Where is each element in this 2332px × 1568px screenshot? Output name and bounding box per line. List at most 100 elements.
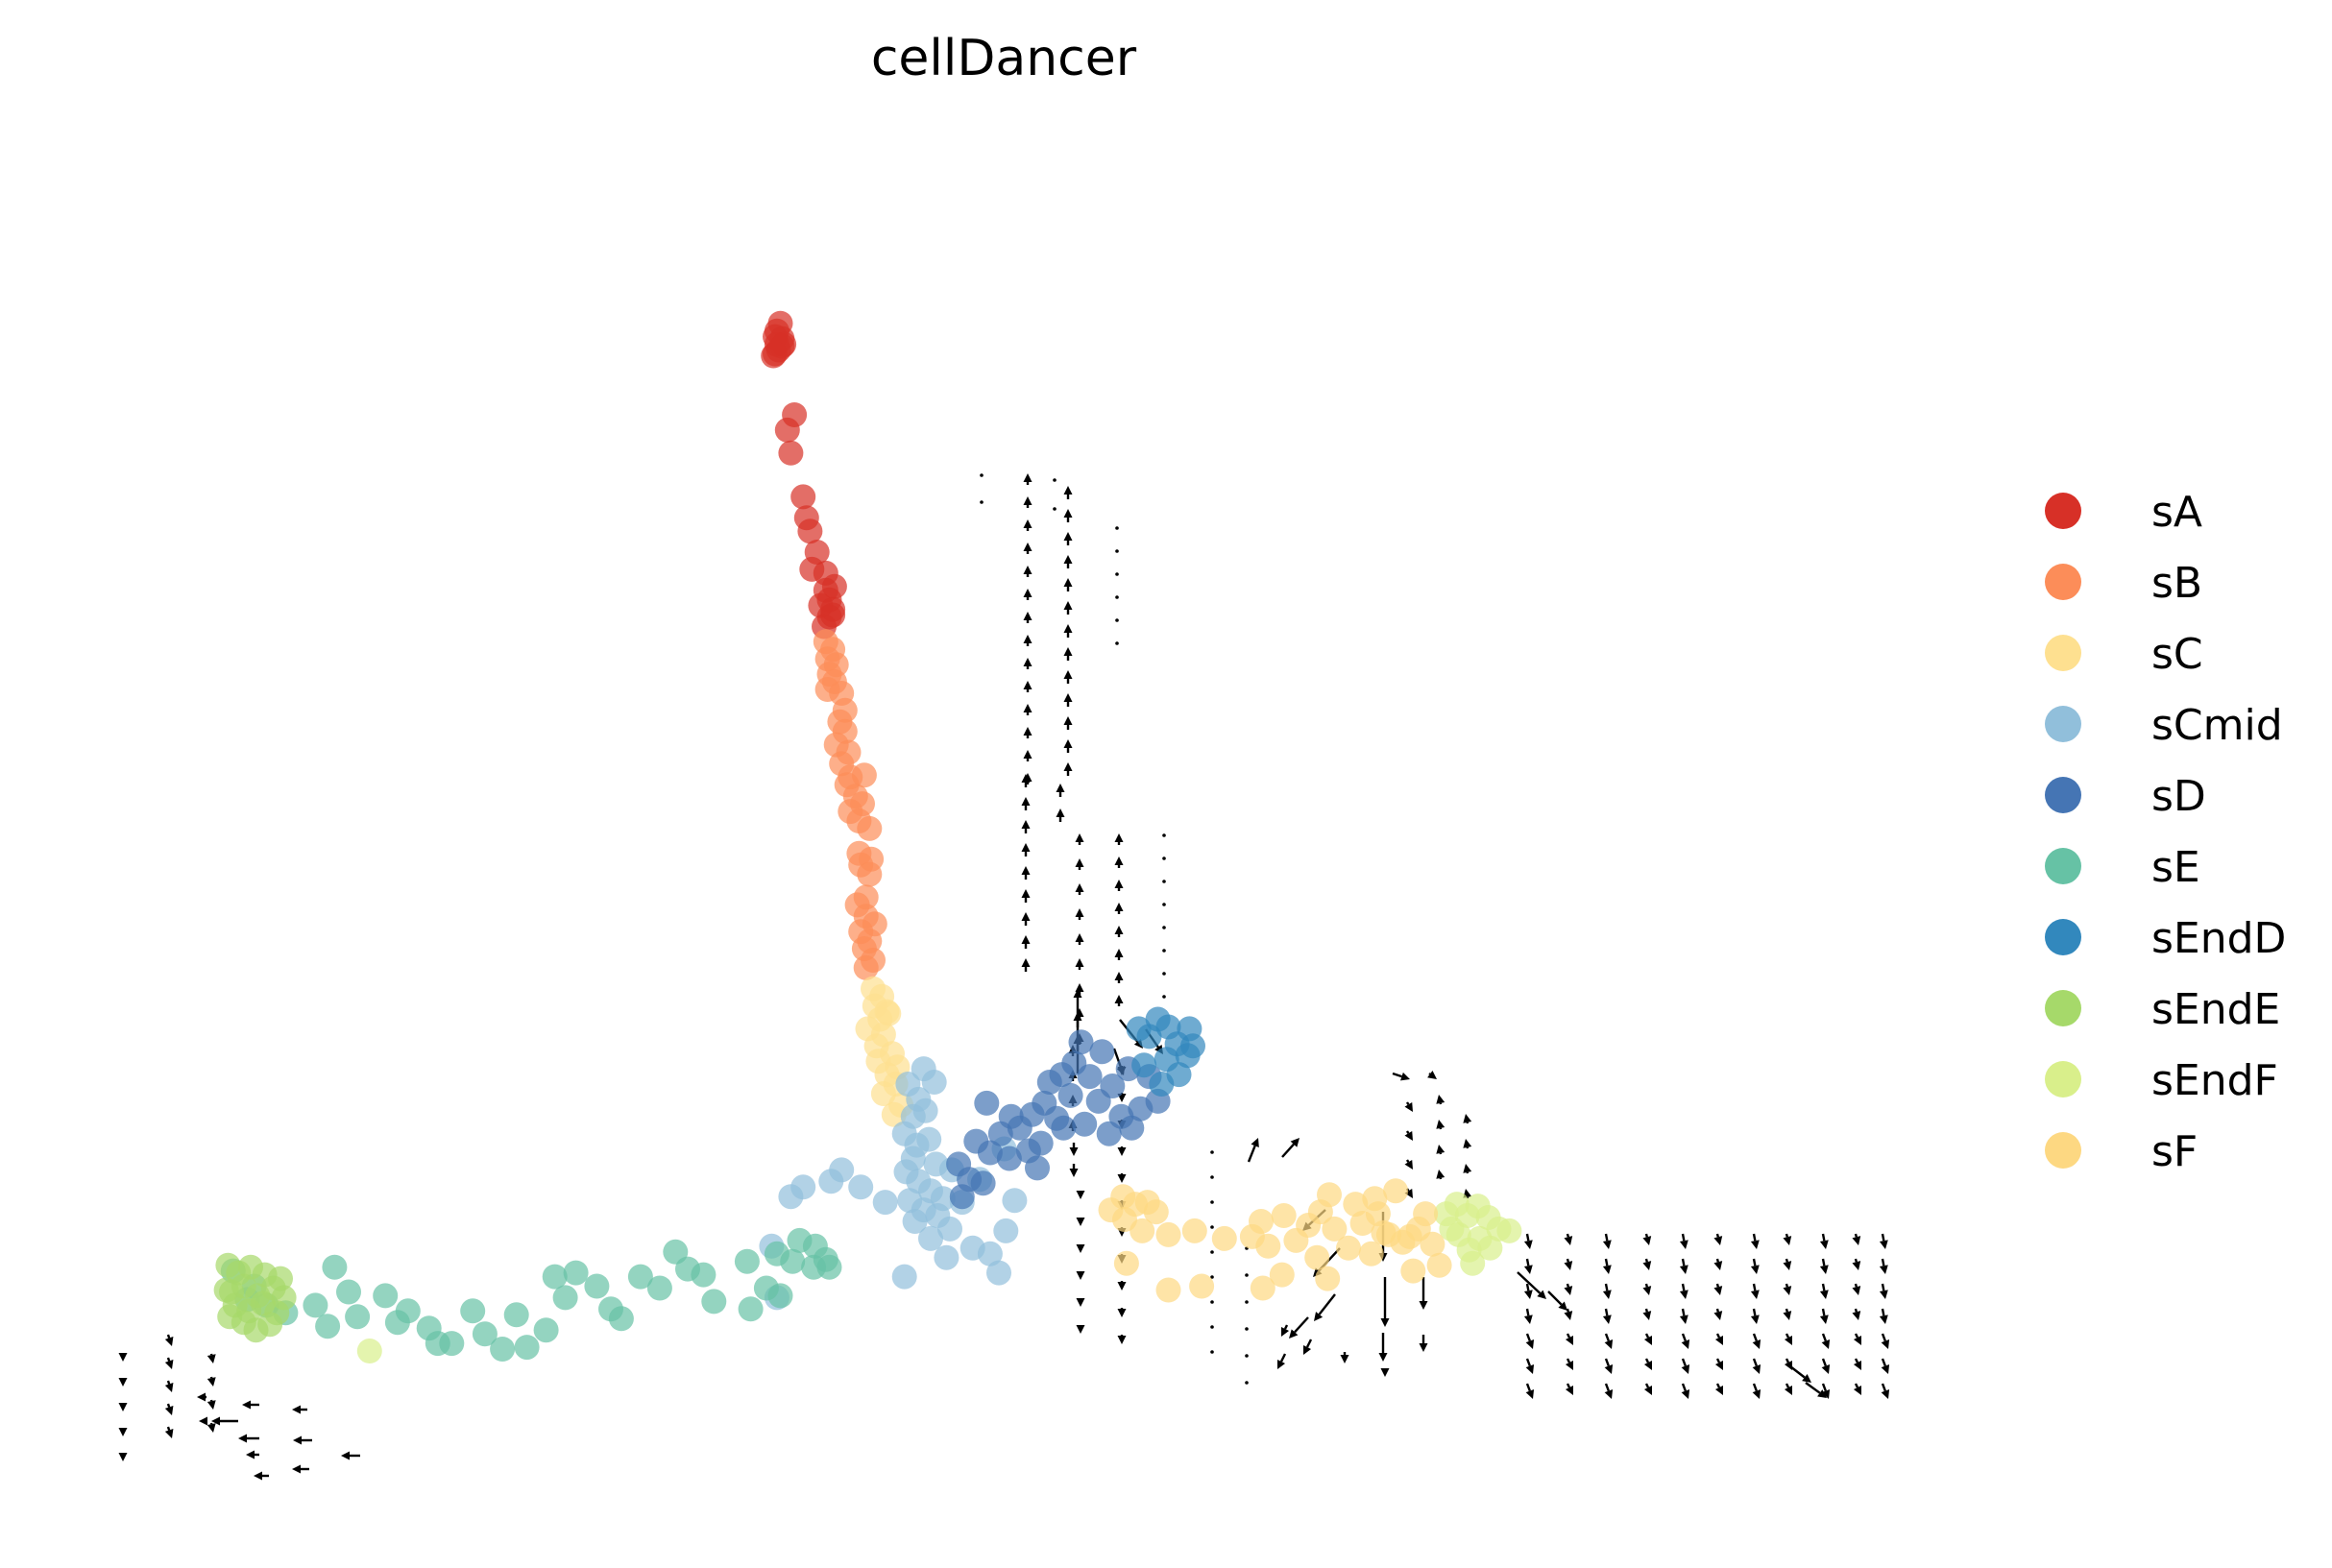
velocity-arrow (1162, 949, 1166, 953)
velocity-arrow (1642, 1283, 1652, 1295)
velocity-arrow (1021, 866, 1031, 880)
legend-swatch (2045, 493, 2081, 529)
cell-point (1057, 1082, 1083, 1108)
cell-point (1496, 1218, 1522, 1243)
velocity-arrow (199, 1416, 207, 1426)
velocity-arrow (1210, 1250, 1214, 1254)
cell-point (257, 1312, 283, 1338)
series-sD (946, 1029, 1171, 1210)
velocity-arrow (1063, 555, 1073, 568)
velocity-arrow (1378, 1333, 1388, 1362)
velocity-arrow (1525, 1358, 1535, 1374)
cell-point (1100, 1073, 1126, 1098)
legend-entry-sEndF: sEndF (2045, 1056, 2278, 1105)
velocity-arrow (1879, 1258, 1888, 1274)
cell-point (1180, 1033, 1205, 1059)
velocity-arrow (1021, 774, 1031, 787)
cell-point (563, 1260, 589, 1286)
velocity-arrow (1063, 762, 1073, 776)
velocity-arrow (1602, 1233, 1612, 1249)
velocity-arrow (1565, 1383, 1573, 1395)
velocity-arrow (1023, 589, 1032, 600)
velocity-arrow (1063, 693, 1073, 707)
cell-point (1119, 1115, 1145, 1141)
velocity-arrow (1114, 856, 1124, 868)
velocity-arrow (1852, 1233, 1861, 1245)
legend-label: sF (2151, 1127, 2198, 1176)
cell-point (1317, 1182, 1342, 1208)
velocity-arrow (1380, 1368, 1390, 1377)
velocity-arrow (1821, 1333, 1831, 1349)
velocity-arrow (206, 1422, 216, 1433)
cell-point (1028, 1130, 1054, 1156)
velocity-arrow (238, 1434, 259, 1443)
velocity-arrow (1340, 1352, 1349, 1363)
velocity-arrow (1056, 808, 1065, 822)
velocity-arrow (1681, 1333, 1690, 1349)
legend-label: sEndD (2151, 914, 2286, 963)
velocity-arrow (118, 1378, 128, 1387)
velocity-arrow (1679, 1308, 1688, 1324)
velocity-arrow (246, 1450, 259, 1459)
velocity-arrow (164, 1380, 174, 1392)
velocity-arrow (341, 1451, 360, 1460)
cell-point (734, 1248, 760, 1274)
velocity-arrow (1117, 1281, 1127, 1291)
velocity-arrow (980, 500, 984, 504)
velocity-arrow (164, 1403, 174, 1415)
cell-point (818, 1169, 844, 1194)
velocity-arrow (1819, 1258, 1829, 1274)
velocity-arrow (1879, 1233, 1888, 1249)
velocity-arrow (1075, 933, 1084, 945)
velocity-arrow (1463, 1139, 1472, 1149)
cell-point (1477, 1235, 1503, 1261)
velocity-arrow (1076, 1271, 1085, 1280)
velocity-arrow (1783, 1258, 1792, 1270)
cell-point (738, 1296, 764, 1322)
velocity-arrow (1023, 750, 1032, 761)
velocity-arrow (1463, 1164, 1472, 1174)
velocity-arrow (1604, 1358, 1614, 1374)
velocity-arrow (1056, 784, 1065, 797)
velocity-arrow (206, 1399, 216, 1410)
velocity-arrow (1021, 958, 1031, 972)
velocity-arrow (1210, 1275, 1214, 1279)
velocity-arrow (1752, 1383, 1761, 1399)
velocity-arrow (1023, 473, 1032, 485)
velocity-arrow (206, 1376, 216, 1387)
cell-point (977, 1140, 1003, 1166)
velocity-arrow (1210, 1200, 1214, 1204)
velocity-arrow (1210, 1300, 1214, 1304)
series-sA (761, 310, 847, 639)
velocity-arrow (118, 1428, 128, 1436)
cell-point (853, 954, 879, 980)
cell-point (1271, 1203, 1297, 1228)
velocity-arrow (1819, 1283, 1829, 1299)
legend-label: sC (2151, 630, 2203, 679)
velocity-arrow (1023, 727, 1032, 738)
series-sB (813, 629, 887, 980)
velocity-arrow (1114, 995, 1124, 1006)
cell-point (373, 1283, 399, 1309)
velocity-arrow (1063, 647, 1073, 661)
velocity-arrow (1281, 1324, 1290, 1337)
cell-point (336, 1279, 361, 1305)
velocity-arrow (1821, 1383, 1831, 1399)
velocity-arrow (1852, 1283, 1861, 1295)
legend-label: sEndE (2151, 985, 2280, 1034)
cell-point (1413, 1201, 1439, 1227)
cell-point (514, 1335, 540, 1361)
cell-point (930, 1186, 956, 1212)
velocity-arrow (1602, 1308, 1612, 1324)
velocity-arrow (1713, 1233, 1723, 1245)
velocity-arrow (1523, 1258, 1533, 1274)
velocity-arrow (1380, 1277, 1390, 1327)
velocity-arrow (118, 1453, 128, 1461)
velocity-arrow (1114, 880, 1124, 891)
legend-entry-sE: sE (2045, 843, 2200, 892)
cell-point (802, 1233, 828, 1259)
velocity-arrow (1245, 1273, 1249, 1277)
velocity-arrow (1602, 1283, 1612, 1299)
cell-point (1155, 1221, 1181, 1247)
cell-point (857, 815, 883, 841)
